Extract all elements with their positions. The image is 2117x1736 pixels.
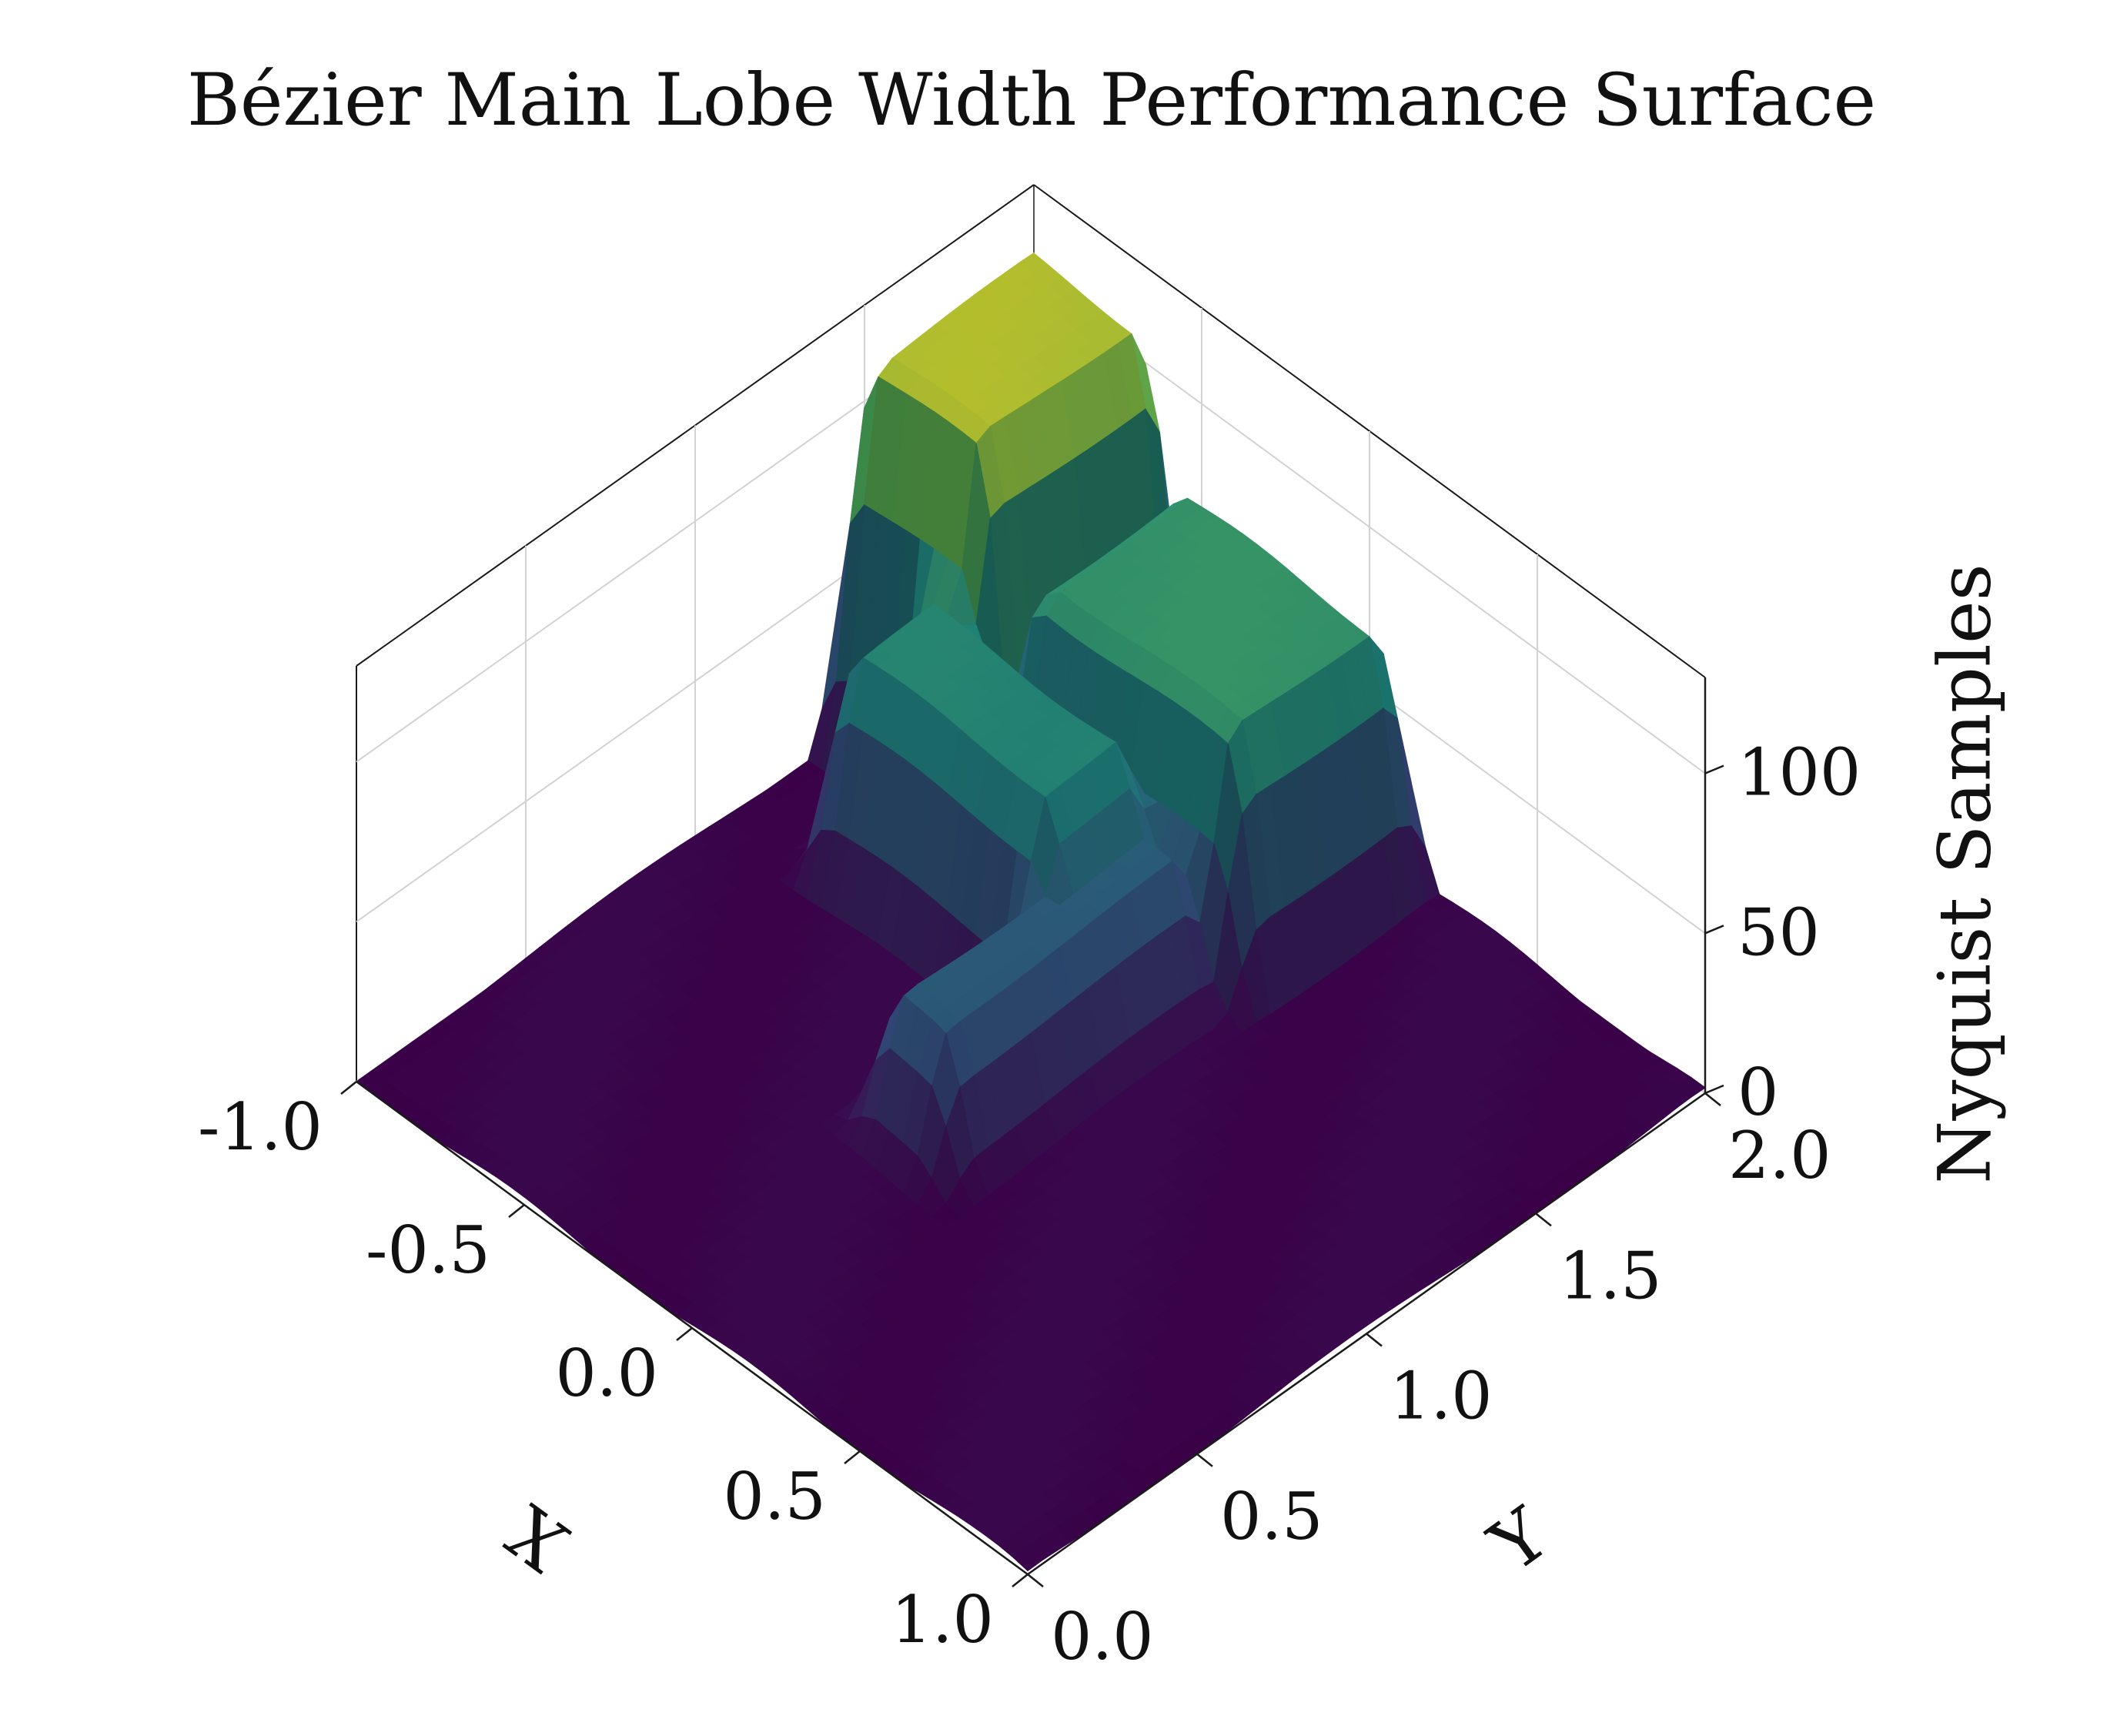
x-tick-label: -1.0: [198, 1089, 323, 1165]
x-tick: [1012, 1574, 1028, 1587]
x-tick-label: -0.5: [366, 1213, 490, 1288]
y-tick: [1704, 1092, 1721, 1106]
y-axis-label: Y: [1474, 1492, 1564, 1589]
y-tick-label: 0.0: [1051, 1599, 1154, 1674]
y-tick-label: 1.0: [1390, 1359, 1493, 1434]
z-tick: [1704, 925, 1724, 935]
x-axis-label: X: [492, 1487, 583, 1586]
x-tick-label: 1.0: [891, 1582, 994, 1657]
z-tick-label: 50: [1737, 895, 1820, 970]
z-tick: [1704, 1084, 1724, 1095]
y-tick: [1027, 1574, 1044, 1587]
z-tick-label: 0: [1737, 1055, 1778, 1130]
y-tick: [1366, 1333, 1383, 1347]
y-tick-label: 2.0: [1728, 1118, 1831, 1193]
x-tick-label: 0.0: [555, 1336, 658, 1411]
y-tick-label: 1.5: [1559, 1238, 1662, 1313]
y-tick-label: 0.5: [1220, 1479, 1323, 1554]
z-tick: [1704, 764, 1724, 774]
z-axis-label: Nyquist Samples: [1923, 564, 2007, 1184]
x-tick: [340, 1081, 357, 1095]
y-tick: [1535, 1213, 1552, 1227]
y-tick: [1196, 1453, 1213, 1467]
x-tick: [508, 1204, 525, 1218]
x-tick: [844, 1450, 861, 1464]
x-tick-label: 0.5: [723, 1459, 826, 1534]
surface-facet: [1012, 1545, 1043, 1572]
chart-title: Bézier Main Lobe Width Performance Surfa…: [187, 59, 1876, 142]
x-tick: [676, 1327, 693, 1341]
z-tick-label: 100: [1737, 735, 1861, 811]
surface-mesh: [355, 252, 1707, 1572]
axes: -1.0 -0.5 0.0 0.5 1.0 0.0 0.5 1.0 1.5 2.00 50 100: [198, 677, 1861, 1674]
